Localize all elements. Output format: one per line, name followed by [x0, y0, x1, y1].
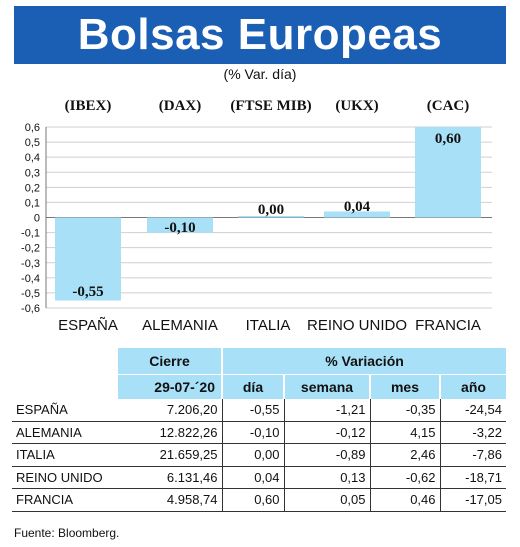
- header-cierre: Cierre: [118, 348, 222, 375]
- row-dia: -0,55: [221, 399, 284, 422]
- bar-alemania: [147, 217, 213, 233]
- y-tick-label: -0,1: [21, 228, 40, 240]
- y-tick-label: 0,5: [25, 137, 40, 149]
- category-label-italia: ITALIA: [245, 317, 291, 334]
- value-label: 0,00: [258, 202, 284, 218]
- row-cierre: 6.131,46: [118, 466, 222, 489]
- row-name: REINO UNIDO: [12, 466, 118, 489]
- index-label-ibex: (IBEX): [64, 98, 112, 114]
- row-name: ESPAÑA: [12, 399, 118, 422]
- category-label-alemania: ALEMANIA: [142, 317, 218, 334]
- page-title: Bolsas Europeas: [14, 6, 506, 64]
- row-mes: -0,35: [369, 399, 440, 422]
- category-label-reino-unido: REINO UNIDO: [306, 317, 408, 334]
- row-mes: 0,46: [369, 488, 440, 512]
- table-row: REINO UNIDO 6.131,46 0,04 0,13 -0,62 -18…: [12, 466, 506, 489]
- y-tick-label: -0,6: [21, 303, 40, 315]
- y-tick-label: -0,2: [21, 243, 40, 255]
- table-row: ESPAÑA 7.206,20 -0,55 -1,21 -0,35 -24,54: [12, 399, 506, 422]
- bar-italia: [238, 216, 304, 218]
- chart-subtitle: (% Var. día): [223, 66, 297, 82]
- row-semana: 0,05: [283, 488, 370, 512]
- bar-chart: 0,6 0,5 0,4 0,3 0,2 0,1 0 -0,1 -0,2 -0,3 -0,4 -0,5 -…: [21, 122, 492, 315]
- row-semana: -0,89: [283, 443, 370, 467]
- row-cierre: 21.659,25: [118, 443, 222, 467]
- table-row: ITALIA 21.659,25 0,00 -0,89 2,46 -7,86: [12, 443, 506, 467]
- y-tick-label: -0,4: [21, 273, 40, 285]
- y-tick-label: 0: [34, 213, 40, 225]
- value-label: 0,04: [344, 199, 371, 215]
- bar-francia: [415, 127, 481, 218]
- row-mes: 2,46: [369, 443, 440, 467]
- col-header-dia: día: [221, 374, 284, 399]
- row-dia: 0,04: [221, 466, 284, 489]
- header-date: 29-07-´20: [118, 374, 222, 399]
- col-header-mes: mes: [369, 374, 440, 399]
- col-header-anio: año: [439, 374, 506, 399]
- index-label-ftse-mib: (FTSE MIB): [230, 98, 312, 114]
- bar-españa: [55, 217, 121, 301]
- row-anio: -7,86: [439, 443, 506, 467]
- row-cierre: 12.822,26: [118, 421, 222, 444]
- bar-reino-unido: [324, 211, 390, 218]
- row-mes: -0,62: [369, 466, 440, 489]
- y-tick-label: 0,3: [25, 167, 40, 179]
- row-anio: -18,71: [439, 466, 506, 489]
- row-semana: -1,21: [283, 399, 370, 422]
- row-mes: 4,15: [369, 421, 440, 444]
- value-label: -0,10: [164, 220, 195, 236]
- row-dia: -0,10: [221, 421, 284, 444]
- market-table: Cierre % Variación 29-07-´20 día semana …: [12, 348, 506, 512]
- row-semana: -0,12: [283, 421, 370, 444]
- row-name: ITALIA: [12, 443, 118, 467]
- row-anio: -24,54: [439, 399, 506, 422]
- table-row: FRANCIA 4.958,74 0,60 0,05 0,46 -17,05: [12, 488, 506, 512]
- row-dia: 0,60: [221, 488, 284, 512]
- source-note: Fuente: Bloomberg.: [14, 526, 120, 540]
- category-label-francia: FRANCIA: [415, 317, 481, 334]
- y-tick-label: 0,2: [25, 182, 40, 194]
- y-tick-label: -0,5: [21, 288, 40, 300]
- col-header-semana: semana: [283, 374, 370, 399]
- row-cierre: 7.206,20: [118, 399, 222, 422]
- index-label-dax: (DAX): [158, 98, 202, 114]
- value-label: 0,60: [435, 131, 461, 147]
- row-name: ALEMANIA: [12, 421, 118, 444]
- y-tick-label: -0,3: [21, 258, 40, 270]
- header-variacion: % Variación: [221, 348, 506, 375]
- value-label: -0,55: [72, 284, 103, 300]
- table-row: ALEMANIA 12.822,26 -0,10 -0,12 4,15 -3,2…: [12, 421, 506, 444]
- row-dia: 0,00: [221, 443, 284, 467]
- row-semana: 0,13: [283, 466, 370, 489]
- row-cierre: 4.958,74: [118, 488, 222, 512]
- y-tick-label: 0,4: [25, 152, 40, 164]
- category-label-espana: ESPAÑA: [58, 317, 118, 334]
- index-label-ukx: (UKX): [335, 98, 379, 114]
- row-name: FRANCIA: [12, 488, 118, 512]
- index-label-cac: (CAC): [426, 98, 470, 114]
- row-anio: -17,05: [439, 488, 506, 512]
- row-anio: -3,22: [439, 421, 506, 444]
- y-tick-label: 0,1: [25, 197, 40, 209]
- y-tick-label: 0,6: [25, 122, 40, 134]
